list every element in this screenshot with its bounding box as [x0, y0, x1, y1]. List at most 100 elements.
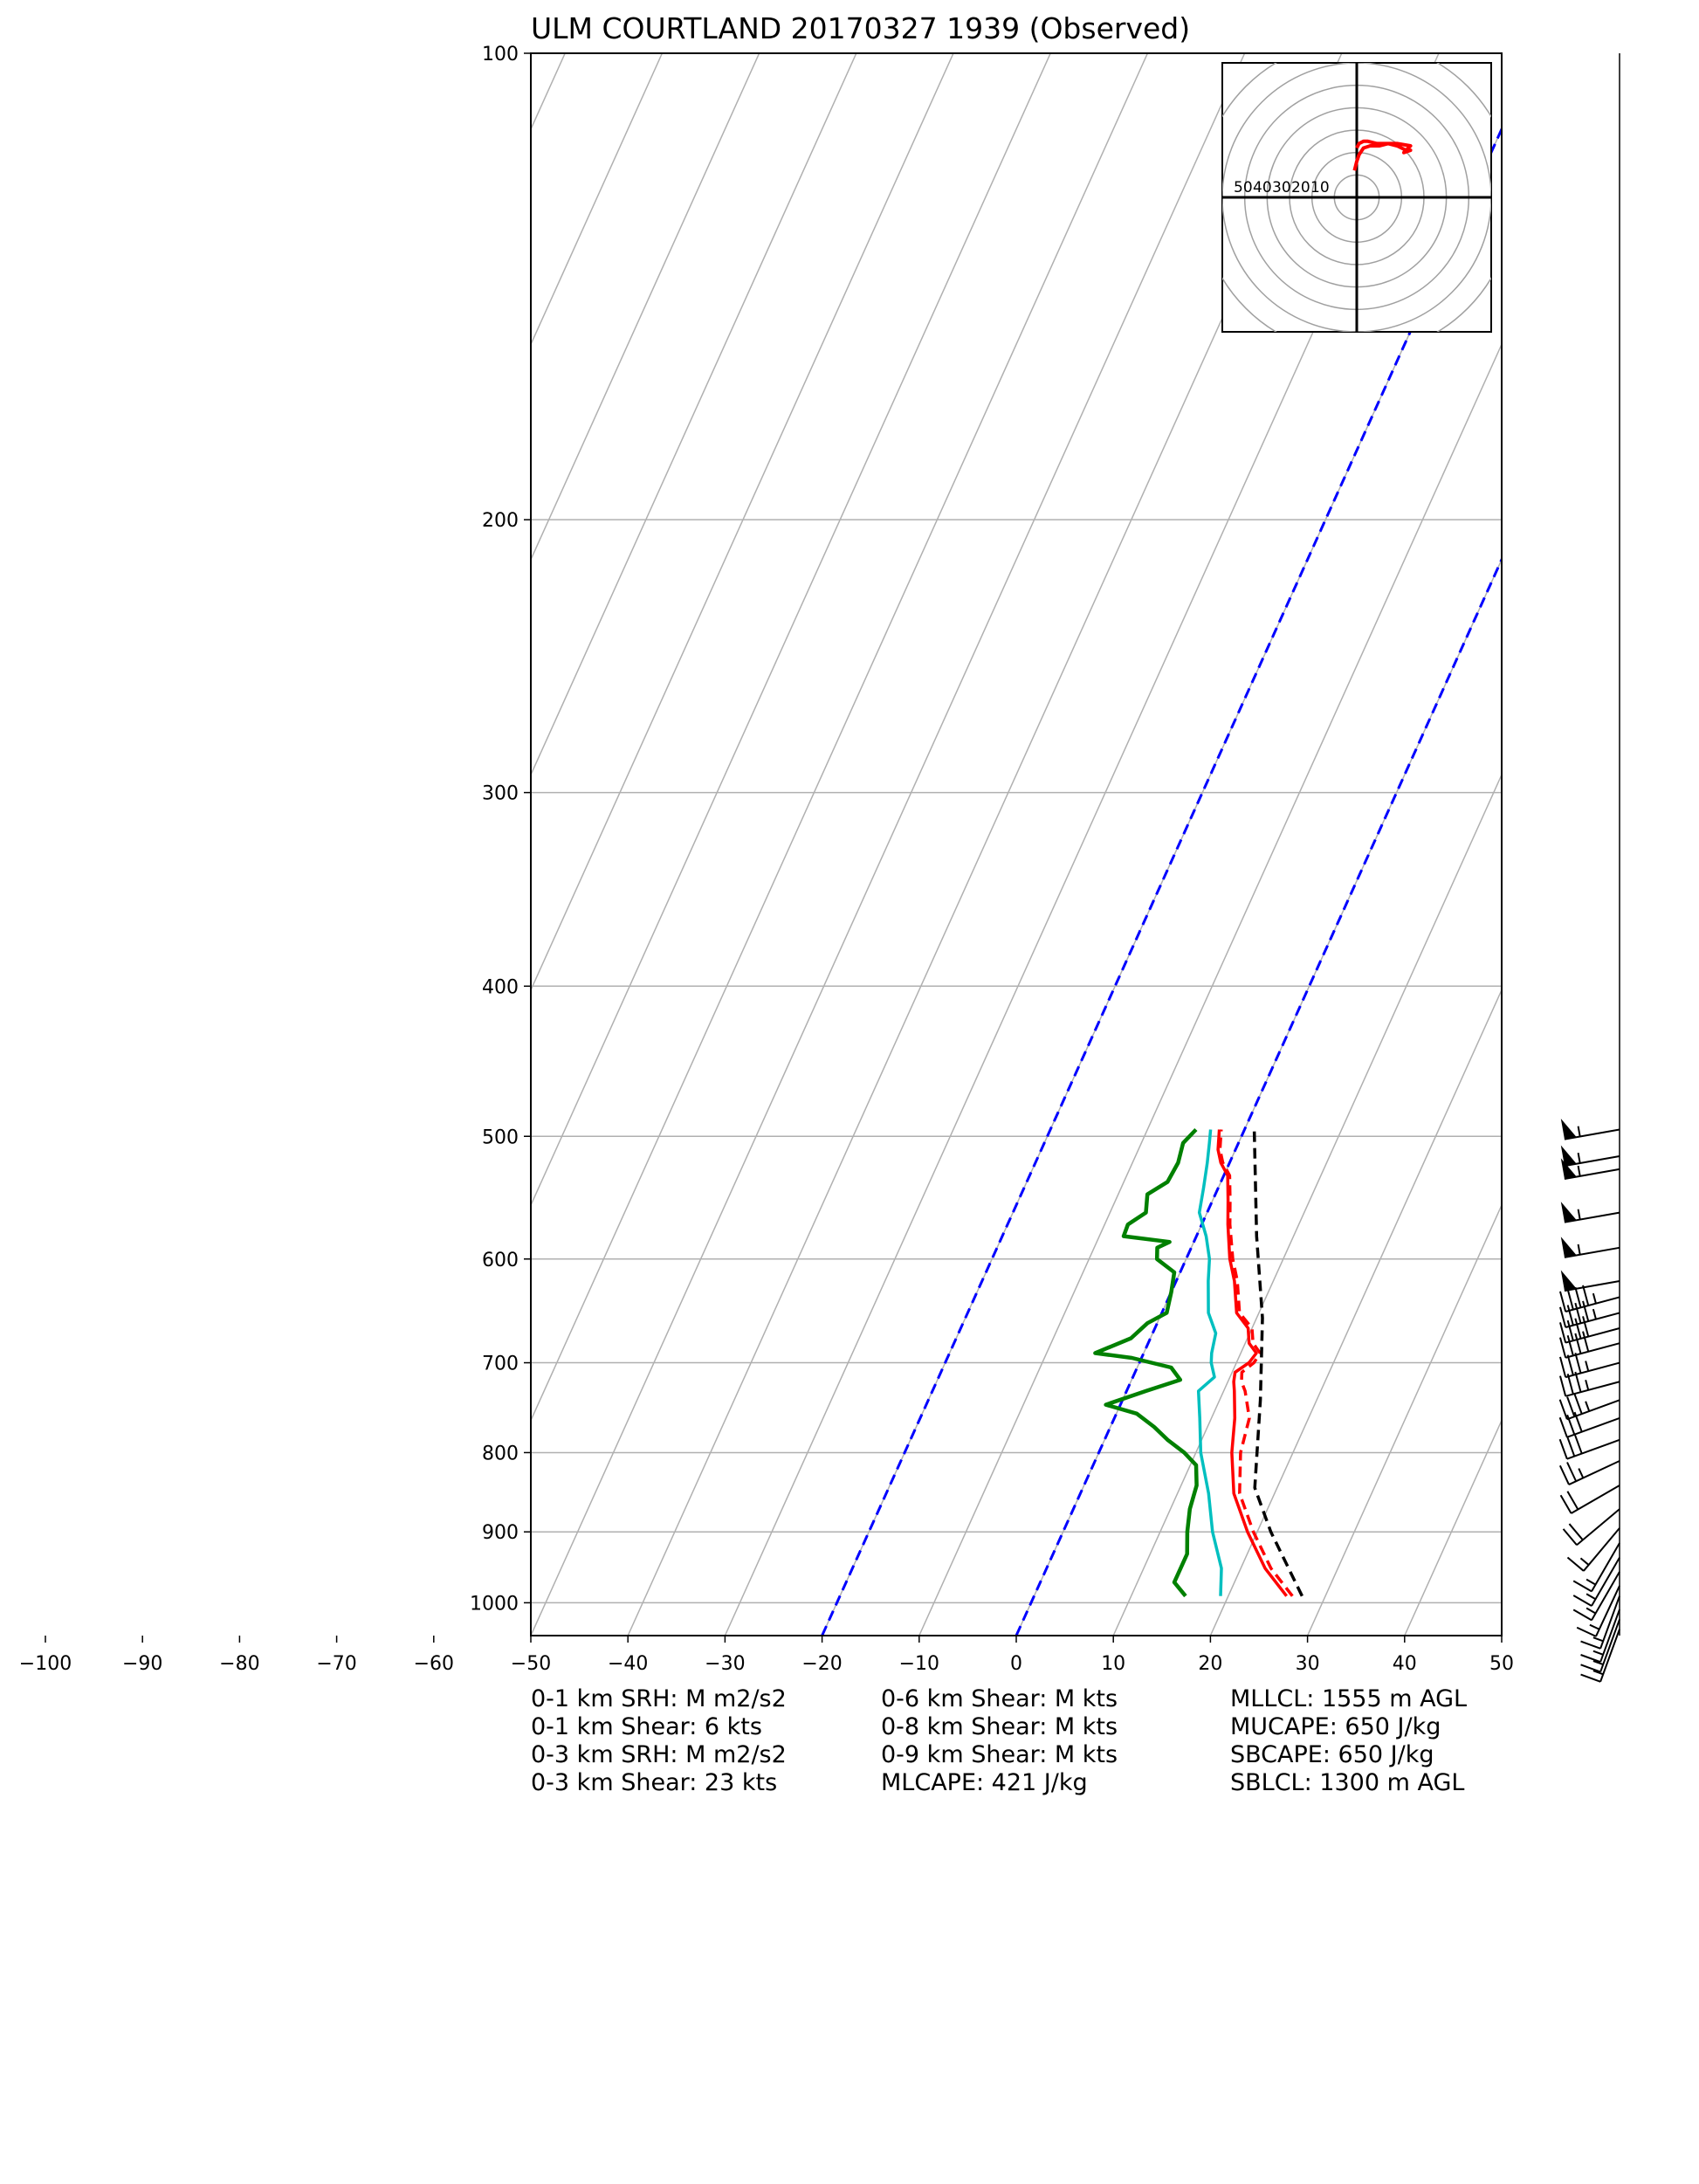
barb-full [1582, 1316, 1590, 1337]
stat-shear-0-3: 0-3 km Shear: 23 kts [531, 1769, 778, 1796]
stat-mlcape: MLCAPE: 421 J/kg [881, 1769, 1088, 1796]
y-tick-label: 500 [482, 1126, 519, 1148]
wind-barb [1562, 1508, 1620, 1546]
stat-shear-0-8: 0-8 km Shear: M kts [881, 1713, 1118, 1740]
x-tick-label: −20 [801, 1653, 842, 1675]
barb-full [1566, 1305, 1574, 1326]
hodograph-inset: 50 40 30 20 10 [1221, 62, 1492, 333]
isotherm-line [1599, 53, 1699, 1636]
wind-barb [1558, 1433, 1620, 1460]
hodograph-body: 50 40 30 20 10 [1222, 63, 1491, 332]
barb-flag [1560, 1237, 1577, 1257]
stat-shear-0-9: 0-9 km Shear: M kts [881, 1741, 1118, 1768]
isotherm-line [1209, 988, 1502, 1636]
isotherm-line [0, 53, 176, 1636]
stat-shear-0-1: 0-1 km Shear: 6 kts [531, 1713, 762, 1740]
barb-shaft [1566, 1438, 1620, 1460]
barb-half [1578, 1468, 1585, 1478]
barb-flag [1560, 1202, 1577, 1223]
x-tick-label: 0 [1010, 1653, 1022, 1675]
barb-full [1562, 1528, 1578, 1546]
isotherm-line [531, 53, 760, 562]
barb-full [1572, 1609, 1592, 1622]
isotherm-line [918, 342, 1502, 1636]
stat-sblcl: SBLCL: 1300 m AGL [1230, 1769, 1465, 1796]
isotherm-line [0, 53, 79, 1636]
stat-shear-0-6: 0-6 km Shear: M kts [881, 1685, 1118, 1712]
stats-column-3: MLLCL: 1555 m AGL MUCAPE: 650 J/kg SBCAP… [1230, 1685, 1467, 1797]
wind-barb [1559, 1353, 1620, 1379]
barb-full [1580, 1640, 1601, 1650]
wind-barb [1572, 1571, 1620, 1622]
barb-full [1559, 1337, 1567, 1359]
barb-shaft [1591, 1557, 1620, 1607]
x-tick-label: −80 [219, 1653, 259, 1675]
stat-srh-0-1: 0-1 km SRH: M m2/s2 [531, 1685, 787, 1712]
barb-half [1592, 1650, 1604, 1656]
barb-full [1559, 1322, 1567, 1343]
barb-shaft [1599, 1619, 1620, 1672]
barb-shaft [1564, 1280, 1620, 1292]
chart-title: ULM COURTLAND 20170327 1939 (Observed) [531, 11, 1190, 45]
wind-barb [1560, 1270, 1620, 1292]
y-tick-label: 400 [482, 976, 519, 998]
barb-full [1574, 1333, 1582, 1354]
x-tick-label: 20 [1198, 1653, 1222, 1675]
x-axis-ticks: −100 −90 −80 −70 −60 −50 −40 −30 −20 −10 0 10 20 30 40… [19, 1636, 1514, 1675]
x-tick-label: −70 [316, 1653, 356, 1675]
barb-full [1574, 1286, 1582, 1308]
barb-full [1580, 1664, 1601, 1673]
hodograph-ring-label: 50 [1234, 179, 1253, 196]
x-tick-label: −40 [608, 1653, 648, 1675]
wind-barb [1560, 1237, 1620, 1258]
isotherm-line [1306, 1203, 1502, 1636]
isotherm-line [531, 53, 857, 777]
wind-barb [1580, 1619, 1620, 1673]
barb-full [1558, 1399, 1568, 1420]
x-tick-label: −60 [414, 1653, 454, 1675]
barb-full [1572, 1595, 1592, 1607]
barb-half [1579, 1557, 1590, 1566]
barb-full [1582, 1285, 1590, 1306]
barb-full [1558, 1464, 1570, 1485]
barb-full [1572, 1580, 1592, 1593]
barb-full [1566, 1414, 1576, 1436]
barb-flag [1560, 1118, 1577, 1140]
stats-column-1: 0-1 km SRH: M m2/s2 0-1 km Shear: 6 kts … [531, 1685, 787, 1797]
x-tick-label: −100 [19, 1653, 72, 1675]
barb-full [1559, 1291, 1567, 1312]
isotherm-line [1112, 773, 1502, 1636]
barb-full [1566, 1436, 1576, 1457]
barb-half [1577, 1244, 1581, 1255]
barb-full [1580, 1673, 1601, 1683]
barb-full [1558, 1438, 1568, 1460]
y-axis-ticks: 100 200 300 400 500 600 700 800 900 1000 [470, 44, 531, 1615]
barb-half [1589, 1623, 1600, 1630]
wind-barb [1559, 1331, 1620, 1359]
barb-full [1559, 1306, 1567, 1328]
barb-full [1576, 1626, 1597, 1637]
barb-full [1580, 1654, 1601, 1664]
barb-shaft [1583, 1527, 1620, 1572]
wind-barb [1580, 1629, 1620, 1683]
stats-column-2: 0-6 km Shear: M kts 0-8 km Shear: M kts … [881, 1685, 1118, 1797]
isotherm-line [531, 53, 1051, 1207]
wind-barb [1576, 1585, 1620, 1637]
barb-shaft [1595, 1585, 1620, 1637]
barb-full [1559, 1375, 1567, 1397]
barb-full [1573, 1433, 1583, 1454]
hodograph-ring-label: 40 [1253, 179, 1272, 196]
series-parcel [1252, 1129, 1303, 1597]
barb-half [1592, 1670, 1604, 1676]
barb-flag [1560, 1158, 1577, 1179]
barb-shaft [1568, 1460, 1620, 1485]
y-tick-label: 300 [482, 783, 519, 805]
isotherm-line [0, 53, 274, 1636]
barb-full [1574, 1318, 1582, 1340]
wind-barb [1566, 1527, 1620, 1572]
y-tick-label: 700 [482, 1354, 519, 1375]
barb-half [1592, 1636, 1604, 1643]
isotherm-line [1501, 1634, 1502, 1636]
wind-barb [1558, 1394, 1620, 1421]
y-tick-label: 1000 [470, 1593, 519, 1615]
